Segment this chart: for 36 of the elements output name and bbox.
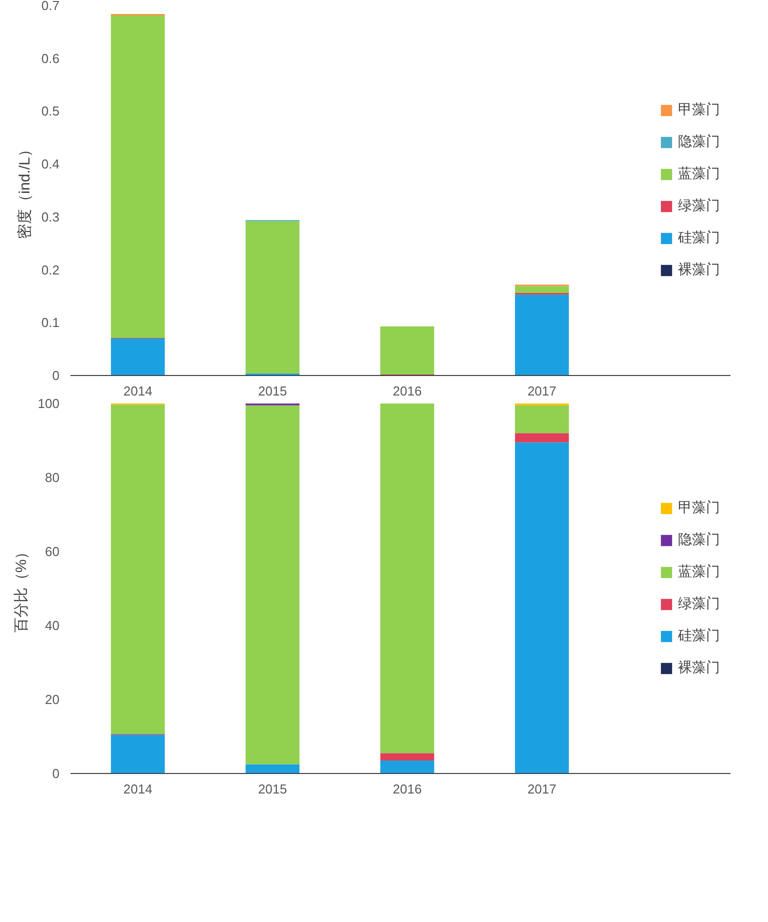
y-tick-label: 0.1 <box>41 315 60 330</box>
y-tick-label: 0.7 <box>41 0 60 13</box>
x-tick-label: 2017 <box>527 384 556 398</box>
legend-label: 甲藻门 <box>678 101 720 119</box>
x-tick-label: 2017 <box>527 782 556 796</box>
y-tick-label: 0.6 <box>41 50 60 66</box>
legend-label: 隐藻门 <box>678 133 720 151</box>
x-tick-label: 2016 <box>392 384 422 398</box>
legend-label: 裸藻门 <box>678 659 720 677</box>
legend-label: 硅藻门 <box>678 627 720 645</box>
legend-label: 绿藻门 <box>678 595 720 613</box>
x-tick-label: 2015 <box>258 782 288 796</box>
legend-label: 蓝藻门 <box>678 165 720 183</box>
legend-label: 绿藻门 <box>678 197 720 215</box>
y-tick-label: 0.3 <box>41 209 60 224</box>
y-tick-label: 0 <box>52 368 60 383</box>
y-tick-label: 40 <box>45 618 60 633</box>
y-tick-label: 0.5 <box>41 104 60 119</box>
y-tick-label: 0.2 <box>41 262 60 278</box>
y-tick-label: 20 <box>45 692 60 707</box>
y-axis-title: 密度（ind./L） <box>16 142 34 239</box>
legend-label: 蓝藻门 <box>678 563 720 581</box>
legend-label: 隐藻门 <box>678 531 720 549</box>
y-tick-label: 0 <box>52 766 60 781</box>
y-tick-label: 0.4 <box>41 156 60 172</box>
y-tick-label: 80 <box>45 470 60 485</box>
x-tick-label: 2015 <box>258 384 288 398</box>
y-tick-label: 100 <box>38 396 60 411</box>
legend-label: 裸藻门 <box>678 261 720 279</box>
x-tick-label: 2016 <box>392 782 422 796</box>
legend-label: 甲藻门 <box>678 499 720 517</box>
x-tick-label: 2014 <box>123 384 152 398</box>
y-axis-title: 百分比（%） <box>12 544 30 633</box>
legend-label: 硅藻门 <box>678 229 720 247</box>
y-tick-label: 60 <box>45 544 60 559</box>
x-tick-label: 2014 <box>123 782 152 796</box>
